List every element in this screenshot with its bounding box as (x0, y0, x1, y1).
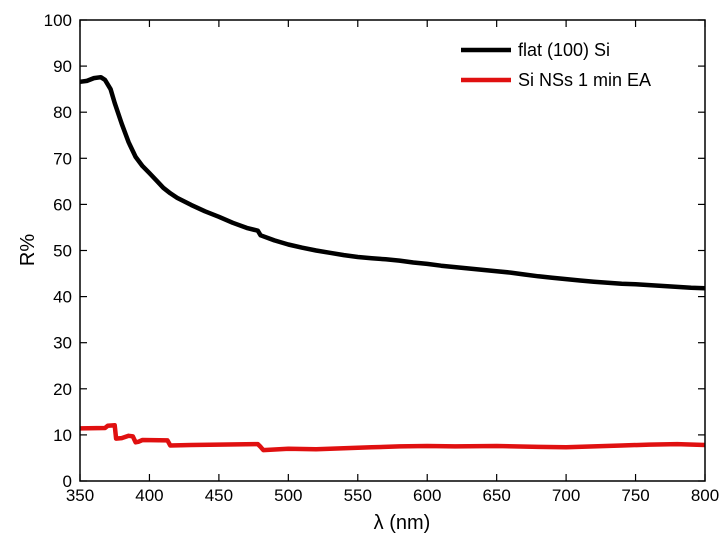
x-tick-label: 500 (274, 486, 302, 505)
y-tick-label: 60 (53, 195, 72, 214)
x-tick-label: 650 (482, 486, 510, 505)
x-tick-label: 400 (135, 486, 163, 505)
y-tick-label: 20 (53, 380, 72, 399)
series-line-2 (79, 422, 706, 453)
y-axis-label: R% (17, 234, 39, 266)
x-tick-label: 350 (66, 486, 94, 505)
legend: flat (100) Si Si NSs 1 min EA (461, 40, 651, 90)
y-tick-label: 10 (53, 426, 72, 445)
y-tick-label: 30 (53, 334, 72, 353)
x-tick-label: 800 (691, 486, 719, 505)
x-tick-label: 600 (413, 486, 441, 505)
x-axis-label: λ (nm) (374, 512, 431, 534)
y-tick-label: 70 (53, 149, 72, 168)
legend-label-2: Si NSs 1 min EA (518, 70, 651, 90)
x-tick-label: 700 (552, 486, 580, 505)
y-tick-label: 80 (53, 103, 72, 122)
y-tick-label: 0 (63, 472, 72, 491)
plot-area (79, 74, 706, 453)
legend-label-1: flat (100) Si (518, 40, 610, 60)
x-tick-label: 550 (344, 486, 372, 505)
y-tick-label: 50 (53, 242, 72, 261)
x-tick-label: 450 (205, 486, 233, 505)
series-line-1 (79, 74, 706, 291)
y-tick-label: 90 (53, 57, 72, 76)
x-axis: 350 400 450 500 550 600 650 700 750 800 (66, 20, 719, 505)
y-tick-label: 100 (44, 11, 72, 30)
y-tick-label: 40 (53, 288, 72, 307)
x-tick-label: 750 (621, 486, 649, 505)
plot-frame (79, 19, 706, 482)
